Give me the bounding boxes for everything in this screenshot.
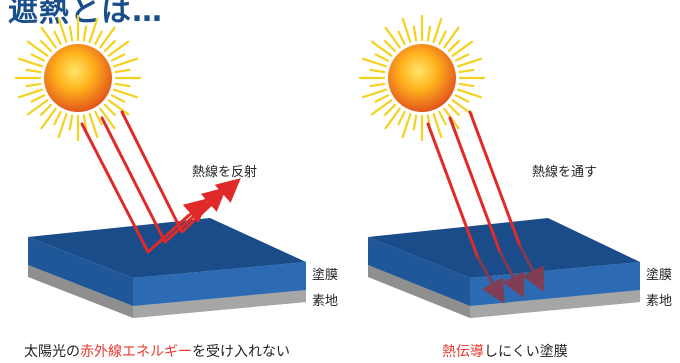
- caption-left-pre: 太陽光の: [24, 344, 80, 360]
- caption-left-post: を受け入れない: [192, 344, 290, 360]
- sun-ray: [114, 68, 131, 74]
- coating-layer-left: [28, 218, 306, 306]
- sun-ray: [94, 110, 103, 126]
- transmitted-rays-right: [476, 244, 545, 304]
- base-layer-right: [368, 265, 640, 318]
- sun-ray: [384, 103, 397, 116]
- sun-ray: [384, 40, 397, 53]
- caption-left: 太陽光の赤外線エネルギーを受け入れない: [24, 344, 290, 360]
- base-layer-left: [28, 265, 306, 318]
- sun-ray: [30, 94, 46, 103]
- sun-ray: [361, 88, 387, 99]
- reflect-label: 熱線を反射: [192, 164, 257, 180]
- sun-ray: [40, 107, 57, 130]
- left-panel: 熱線を反射 塗膜 素地 太陽光の赤外線エネルギーを受け入れない: [14, 14, 338, 360]
- sun-ray: [457, 88, 483, 99]
- sun-ray: [438, 30, 447, 46]
- sun-ray: [374, 53, 390, 62]
- sun-ray: [454, 53, 470, 62]
- caption-left-highlight: 赤外線エネルギー: [80, 344, 192, 360]
- sun-ray: [432, 17, 443, 44]
- sun-ray: [68, 114, 74, 131]
- sun-ray: [17, 88, 44, 99]
- coating-label-right: 塗膜: [646, 267, 672, 283]
- sun-ray: [458, 82, 475, 88]
- sun-ray: [370, 40, 393, 57]
- sun-ray: [412, 114, 418, 131]
- sun-icon-right: [358, 14, 486, 142]
- sun-ray: [30, 53, 46, 62]
- sun-ray: [114, 82, 131, 88]
- sun-ray: [103, 103, 116, 116]
- sun-ray: [401, 112, 412, 139]
- sun-ray: [458, 68, 475, 74]
- sun-ray: [99, 107, 116, 130]
- sun-icon-left: [14, 14, 142, 142]
- reflected-rays-left: [182, 178, 241, 223]
- sun-ray: [374, 94, 390, 103]
- sun-ray: [112, 57, 139, 68]
- sun-ray: [447, 40, 460, 53]
- sun-ray: [432, 112, 443, 139]
- sun-ray: [40, 103, 53, 116]
- sun-ray: [384, 107, 401, 130]
- sun-ray: [26, 40, 49, 57]
- sun-ray: [370, 99, 393, 116]
- sun-ray: [53, 110, 62, 126]
- sun-ray: [57, 112, 68, 139]
- sun-ray: [88, 17, 99, 44]
- sun-ray: [25, 82, 42, 88]
- sun-ray: [361, 57, 387, 68]
- sun-ray: [107, 99, 130, 116]
- caption-right: 熱伝導しにくい塗膜: [442, 343, 568, 360]
- base-label-right: 素地: [646, 294, 672, 309]
- sun-ray: [412, 25, 418, 42]
- incoming-rays-right: [426, 110, 522, 260]
- sun-ray: [110, 94, 126, 103]
- sun-ray: [99, 26, 116, 49]
- sun-ray: [82, 25, 88, 42]
- sun-ray: [40, 40, 53, 53]
- caption-right-highlight: 熱伝導: [442, 344, 484, 360]
- sun-ray: [110, 53, 126, 62]
- sun-ray: [438, 110, 447, 126]
- sun-ray: [26, 99, 49, 116]
- right-panel: 熱線を通す 塗膜 素地 熱伝導しにくい塗膜: [358, 14, 672, 360]
- sun-ray: [401, 17, 412, 44]
- sun-ray: [454, 94, 470, 103]
- sun-ray: [447, 103, 460, 116]
- base-label-left: 素地: [312, 294, 338, 309]
- sun-ray: [40, 26, 57, 49]
- sun-ray: [384, 26, 401, 49]
- sun-ray: [94, 30, 103, 46]
- coating-label-left: 塗膜: [312, 267, 338, 283]
- caption-right-post: しにくい塗膜: [484, 343, 568, 360]
- sun-ray: [57, 17, 68, 44]
- sun-ray: [25, 68, 42, 74]
- sun-ray: [457, 57, 483, 68]
- page-title: 遮熱とは…: [8, 0, 163, 29]
- sun-ray: [397, 110, 406, 126]
- transmit-label: 熱線を通す: [532, 164, 597, 180]
- sun-ray: [53, 30, 62, 46]
- sun-ray: [88, 112, 99, 139]
- sun-ray: [369, 68, 386, 74]
- sun-ray: [451, 40, 474, 57]
- sun-ray: [369, 82, 386, 88]
- sun-ray: [112, 88, 139, 99]
- sun-ray: [397, 30, 406, 46]
- sun-ray: [82, 114, 88, 131]
- sun-ray: [103, 40, 116, 53]
- sun-ray: [17, 57, 44, 68]
- sun-ray: [68, 25, 74, 42]
- sun-ray: [426, 25, 432, 42]
- sun-ray: [443, 26, 460, 49]
- sun-ray: [107, 40, 130, 57]
